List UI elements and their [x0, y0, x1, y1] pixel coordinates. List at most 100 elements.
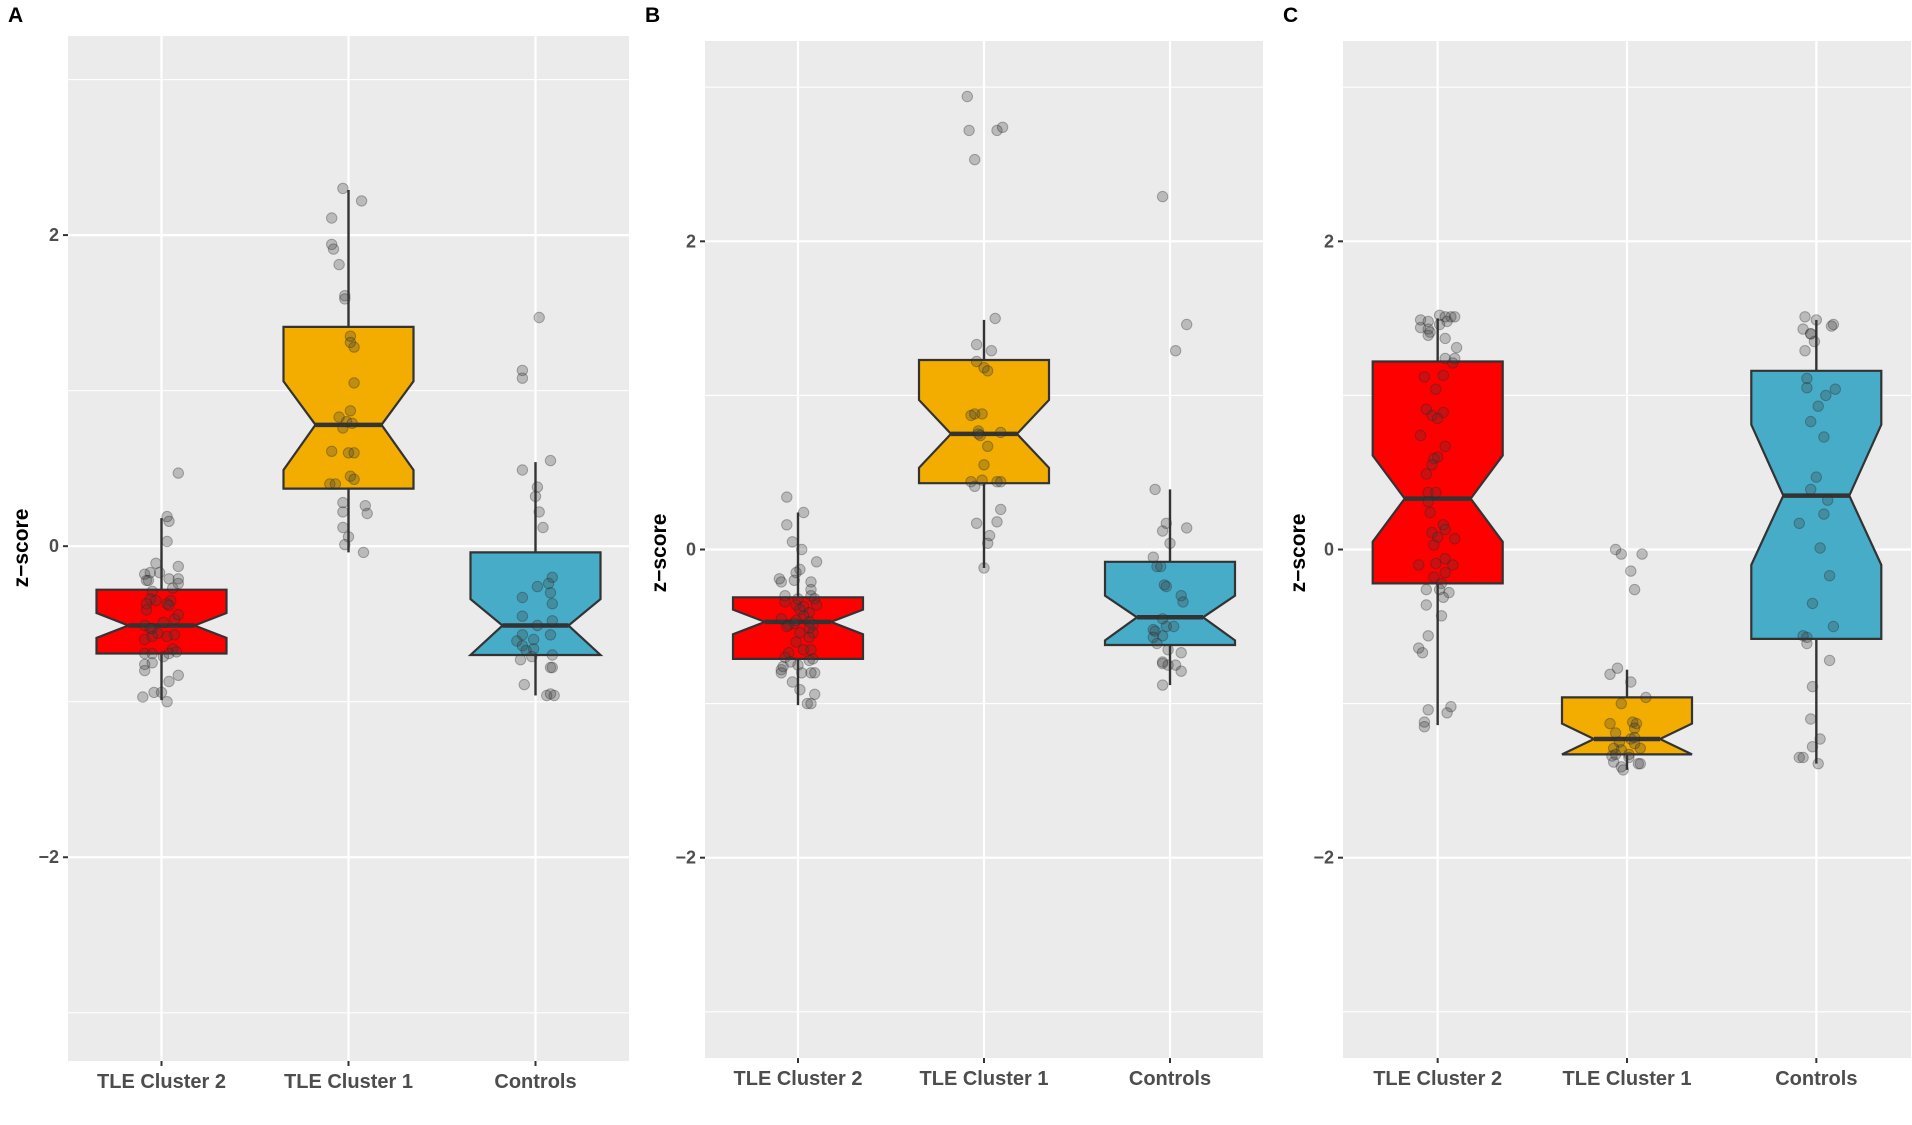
- data-point: [1443, 586, 1455, 599]
- data-point: [337, 422, 349, 434]
- data-point: [137, 691, 149, 703]
- data-point: [1433, 318, 1446, 331]
- data-point: [786, 676, 799, 688]
- data-point: [516, 372, 529, 384]
- data-point: [1422, 329, 1434, 341]
- data-point: [531, 481, 544, 493]
- data-point: [533, 506, 545, 518]
- data-point: [969, 153, 981, 166]
- data-point: [157, 616, 170, 629]
- data-point: [784, 656, 797, 668]
- data-point: [546, 661, 558, 674]
- notched-box: [917, 358, 1051, 485]
- data-point: [1606, 750, 1618, 762]
- data-point: [1634, 742, 1647, 754]
- points-controls: [1793, 311, 1842, 770]
- data-point: [1799, 311, 1811, 323]
- data-point: [1160, 620, 1173, 633]
- data-point: [548, 689, 560, 702]
- data-point: [797, 506, 810, 519]
- data-point: [1806, 741, 1819, 753]
- data-point: [1433, 583, 1446, 596]
- data-point: [344, 405, 357, 417]
- data-point: [1604, 717, 1616, 730]
- data-point: [790, 599, 802, 611]
- data-point: [803, 616, 815, 628]
- data-point: [805, 583, 817, 596]
- data-point: [1439, 566, 1451, 579]
- data-point: [140, 604, 153, 616]
- data-point: [1181, 318, 1193, 331]
- data-point: [1625, 565, 1637, 577]
- data-point: [1608, 742, 1620, 754]
- data-point: [1424, 326, 1436, 338]
- data-point: [773, 573, 786, 585]
- data-point: [139, 658, 151, 671]
- data-point: [348, 341, 360, 353]
- panel-a: −2 0 2 TLE Cluster 2 TLE Cluster 1 Controls A…: [8, 4, 629, 1093]
- data-point: [344, 330, 357, 342]
- data-point: [163, 647, 175, 660]
- data-point: [172, 608, 185, 621]
- y-axis-title-a: z−score: [10, 509, 33, 588]
- data-point: [1169, 345, 1182, 357]
- data-point: [1615, 697, 1628, 710]
- data-point: [167, 582, 179, 594]
- data-point: [982, 537, 994, 549]
- y-tick-label: −2: [38, 847, 59, 867]
- box-tle-cluster-2: [95, 518, 228, 701]
- x-tick-label: TLE Cluster 2: [97, 1071, 226, 1093]
- data-point: [1613, 736, 1626, 748]
- data-point: [775, 664, 787, 676]
- data-point: [1608, 756, 1620, 768]
- data-point: [544, 688, 557, 700]
- data-point: [809, 667, 821, 679]
- data-point: [1810, 471, 1823, 483]
- data-point: [1428, 571, 1440, 583]
- data-point: [1147, 631, 1160, 643]
- data-point: [155, 686, 168, 699]
- data-point: [1422, 704, 1434, 716]
- data-point: [1793, 517, 1806, 529]
- data-point: [1628, 738, 1641, 750]
- data-point: [775, 613, 787, 625]
- data-point: [1422, 315, 1434, 328]
- data-point: [531, 580, 544, 593]
- data-point: [1445, 701, 1457, 713]
- data-point: [1413, 559, 1425, 571]
- data-point: [150, 594, 162, 607]
- data-point: [1640, 691, 1652, 704]
- data-point: [163, 599, 175, 611]
- plot-area: −2 0 2 TLE Cluster 2 TLE Cluster 1 Controls: [38, 36, 629, 1093]
- data-point: [1825, 320, 1838, 332]
- data-point: [1801, 637, 1813, 650]
- data-point: [1449, 533, 1461, 545]
- data-point: [1432, 412, 1444, 425]
- data-point: [1609, 543, 1622, 556]
- box-controls: [467, 462, 604, 696]
- notched-box: [282, 325, 415, 490]
- data-point: [978, 459, 990, 471]
- data-point: [333, 258, 345, 271]
- data-point: [1806, 680, 1819, 693]
- data-point: [1812, 400, 1824, 412]
- box-tle-cluster-2: [731, 512, 865, 706]
- data-point: [1147, 623, 1160, 636]
- data-point: [139, 647, 151, 660]
- data-point: [1823, 654, 1836, 667]
- data-point: [514, 654, 527, 666]
- panel-label-a: A: [8, 4, 23, 27]
- data-point: [1447, 357, 1459, 369]
- data-point: [794, 603, 806, 616]
- x-tick-label: TLE Cluster 1: [284, 1071, 413, 1093]
- data-point: [142, 574, 155, 587]
- y-tick-label: 0: [1324, 540, 1334, 560]
- data-point: [995, 476, 1007, 488]
- data-point: [783, 619, 795, 631]
- data-point: [1439, 523, 1451, 536]
- data-point: [337, 182, 349, 195]
- y-tick-label: 0: [49, 536, 59, 556]
- x-tick-label: TLE Cluster 2: [1373, 1068, 1502, 1090]
- data-point: [797, 600, 810, 613]
- data-point: [168, 613, 181, 625]
